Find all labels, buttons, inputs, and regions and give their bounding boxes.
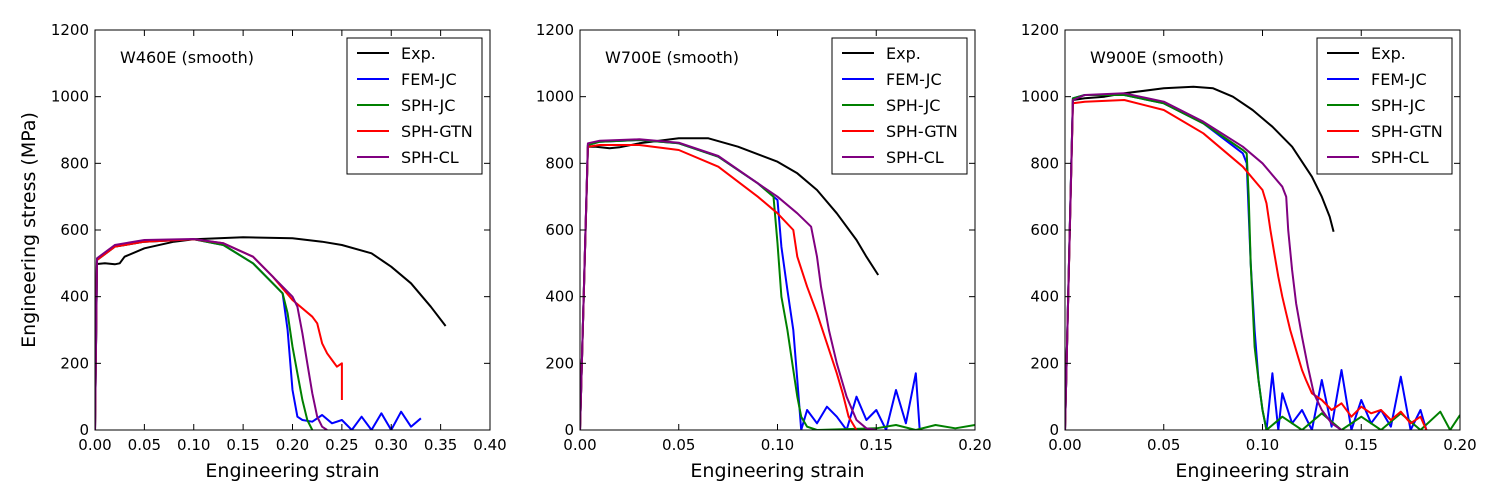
y-tick-label: 1000: [536, 88, 574, 106]
y-tick-label: 200: [60, 354, 89, 372]
y-axis-label: Engineering stress (MPa): [18, 112, 40, 348]
series-group: [95, 236, 447, 430]
x-tick-label: 0.10: [1246, 436, 1279, 454]
series-line-fem-jc: [580, 139, 921, 430]
y-tick-label: 1200: [536, 21, 574, 39]
y-tick-label: 600: [1030, 221, 1059, 239]
y-tick-label: 400: [60, 288, 89, 306]
x-tick-label: 0.00: [563, 436, 596, 454]
x-tick-label: 0.40: [473, 436, 506, 454]
legend-entry-fem-jc: FEM-JC: [886, 70, 942, 89]
x-axis-label: Engineering strain: [690, 460, 864, 482]
y-tick-label: 600: [60, 221, 89, 239]
x-tick-label: 0.15: [226, 436, 259, 454]
legend-entry-sph-cl: SPH-CL: [886, 148, 944, 167]
series-group: [1065, 85, 1460, 430]
x-tick-label: 0.30: [375, 436, 408, 454]
x-tick-label: 0.05: [128, 436, 161, 454]
x-axis-label: Engineering strain: [205, 460, 379, 482]
series-line-sph-cl: [95, 238, 328, 430]
x-tick-label: 0.00: [78, 436, 111, 454]
legend-entry-sph-cl: SPH-CL: [401, 148, 459, 167]
y-tick-label: 400: [545, 288, 574, 306]
series-line-sph-jc: [1065, 94, 1460, 430]
x-tick-label: 0.15: [860, 436, 893, 454]
legend-entry-sph-gtn: SPH-GTN: [401, 122, 473, 141]
x-tick-label: 0.10: [761, 436, 794, 454]
legend-entry-fem-jc: FEM-JC: [1371, 70, 1427, 89]
series-line-exp: [1065, 85, 1335, 430]
legend-entry-sph-jc: SPH-JC: [401, 96, 455, 115]
chart-panel-w460e: Engineering stress (MPa) 0.00 0.05 0.10 0.1…: [18, 21, 507, 482]
x-tick-label: 0.05: [662, 436, 695, 454]
y-tick-label: 0: [79, 421, 89, 439]
y-tick-label: 0: [1049, 421, 1059, 439]
y-tick-label: 1200: [51, 21, 89, 39]
x-tick-label: 0.25: [325, 436, 358, 454]
chart-panel-w700e: 0.00 0.05 0.10 0.15 0.20 0 200 400 600 800 1000 120…: [536, 21, 992, 482]
x-tick-label: 0.15: [1345, 436, 1378, 454]
y-tick-label: 1200: [1021, 21, 1059, 39]
legend-entry-exp: Exp.: [886, 44, 921, 63]
y-tick-label: 1000: [51, 88, 89, 106]
legend: Exp. FEM-JC SPH-JC SPH-GTN SPH-CL: [1316, 37, 1453, 175]
series-group: [580, 137, 975, 430]
legend-entry-sph-gtn: SPH-GTN: [886, 122, 958, 141]
legend-entry-sph-gtn: SPH-GTN: [1371, 122, 1443, 141]
x-tick-label: 0.05: [1147, 436, 1180, 454]
x-tick-label: 0.20: [1443, 436, 1476, 454]
legend-entry-sph-cl: SPH-CL: [1371, 148, 1429, 167]
series-line-sph-gtn: [580, 144, 858, 430]
y-tick-label: 800: [545, 154, 574, 172]
y-tick-label: 400: [1030, 288, 1059, 306]
legend: Exp. FEM-JC SPH-JC SPH-GTN SPH-CL: [346, 37, 483, 175]
series-line-sph-cl: [580, 138, 877, 430]
x-tick-label: 0.00: [1048, 436, 1081, 454]
chart-panel-w900e: 0.00 0.05 0.10 0.15 0.20 0 200 400 600 800 1000 120…: [1021, 21, 1477, 482]
series-line-sph-gtn: [1065, 99, 1428, 430]
x-tick-label: 0.10: [177, 436, 210, 454]
legend-entry-sph-jc: SPH-JC: [886, 96, 940, 115]
panel-annotation: W700E (smooth): [605, 48, 739, 67]
legend-entry-sph-jc: SPH-JC: [1371, 96, 1425, 115]
series-line-exp: [95, 236, 447, 430]
y-tick-label: 800: [1030, 154, 1059, 172]
y-tick-label: 0: [564, 421, 574, 439]
legend-entry-fem-jc: FEM-JC: [401, 70, 457, 89]
y-tick-label: 600: [545, 221, 574, 239]
panel-annotation: W900E (smooth): [1090, 48, 1224, 67]
series-line-exp: [580, 137, 880, 430]
legend-entry-exp: Exp.: [401, 44, 436, 63]
panel-annotation: W460E (smooth): [120, 48, 254, 67]
series-line-sph-gtn: [95, 238, 343, 430]
legend: Exp. FEM-JC SPH-JC SPH-GTN SPH-CL: [831, 37, 968, 175]
x-tick-label: 0.20: [958, 436, 991, 454]
x-tick-label: 0.20: [276, 436, 309, 454]
x-tick-label: 0.35: [424, 436, 457, 454]
y-tick-label: 1000: [1021, 88, 1059, 106]
series-line-sph-jc: [95, 238, 314, 430]
legend-entry-exp: Exp.: [1371, 44, 1406, 63]
y-tick-label: 200: [1030, 354, 1059, 372]
y-tick-label: 800: [60, 154, 89, 172]
series-line-sph-cl: [1065, 92, 1343, 430]
y-tick-label: 200: [545, 354, 574, 372]
x-axis-label: Engineering strain: [1175, 460, 1349, 482]
